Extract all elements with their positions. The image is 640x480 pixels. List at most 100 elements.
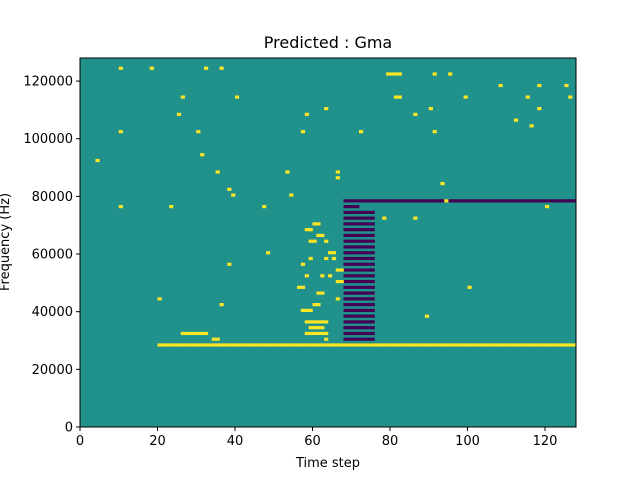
heatmap-cell-high xyxy=(188,331,193,336)
heatmap-cell-low xyxy=(421,199,426,203)
heatmap-cell-high xyxy=(545,205,550,209)
heatmap-cell-low xyxy=(343,331,348,336)
heatmap-cell-high xyxy=(219,303,224,307)
heatmap-cell-low xyxy=(343,222,348,226)
heatmap-cell-low xyxy=(382,199,387,203)
heatmap-cell-high xyxy=(176,112,182,116)
heatmap-cell-high xyxy=(568,343,573,347)
heatmap-cell-low xyxy=(362,245,368,249)
heatmap-cell-low xyxy=(568,199,573,203)
heatmap-cell-low xyxy=(366,256,371,261)
heatmap-cell-high xyxy=(324,331,329,336)
heatmap-cell-low xyxy=(351,239,356,243)
heatmap-cell-low xyxy=(362,216,368,220)
heatmap-cell-low xyxy=(556,199,561,203)
heatmap-cell-high xyxy=(324,337,329,341)
heatmap-cell-high xyxy=(320,233,325,238)
heatmap-cell-high xyxy=(537,107,542,111)
heatmap-cell-low xyxy=(486,199,492,203)
heatmap-cell-low xyxy=(343,233,348,238)
heatmap-cell-low xyxy=(424,199,430,203)
heatmap-cell-low xyxy=(545,199,550,203)
heatmap-cell-high xyxy=(424,343,430,347)
heatmap-cell-high xyxy=(304,274,309,278)
heatmap-cell-high xyxy=(463,343,468,347)
heatmap-cell-low xyxy=(351,320,356,324)
heatmap-cell-high xyxy=(552,343,557,347)
x-tick-label: 100 xyxy=(455,434,480,449)
heatmap-cell-low xyxy=(366,251,371,255)
heatmap-cell-high xyxy=(157,297,162,301)
heatmap-cell-high xyxy=(300,343,306,347)
heatmap-cell-low xyxy=(362,303,368,307)
heatmap-cell-low xyxy=(343,205,348,209)
heatmap-cell-high xyxy=(335,343,340,347)
heatmap-cell-high xyxy=(300,262,306,266)
heatmap-cell-high xyxy=(525,95,530,99)
heatmap-cell-low xyxy=(370,256,375,261)
heatmap-cell-low xyxy=(370,251,375,255)
heatmap-cell-low xyxy=(359,297,364,301)
heatmap-cell-high xyxy=(304,331,309,336)
heatmap-cell-high xyxy=(405,343,410,347)
heatmap-cell-low xyxy=(343,251,348,255)
heatmap-cell-high xyxy=(219,343,224,347)
heatmap-cell-low xyxy=(370,331,375,336)
heatmap-cell-high xyxy=(169,343,174,347)
heatmap-cell-low xyxy=(355,210,360,214)
heatmap-cell-high xyxy=(118,130,123,134)
heatmap-cell-low xyxy=(347,308,352,312)
heatmap-cell-low xyxy=(347,320,352,324)
heatmap-cell-low xyxy=(359,233,364,238)
heatmap-cell-high xyxy=(339,268,344,272)
heatmap-cell-low xyxy=(343,297,348,301)
heatmap-cell-low xyxy=(355,228,360,232)
heatmap-cell-high xyxy=(331,251,337,255)
heatmap-cell-low xyxy=(378,199,383,203)
heatmap-cell-high xyxy=(204,343,209,347)
heatmap-cell-low xyxy=(343,210,348,214)
heatmap-cell-high xyxy=(444,199,449,203)
heatmap-cell-high xyxy=(304,308,309,312)
heatmap-cell-high xyxy=(545,343,550,347)
heatmap-cell-low xyxy=(359,314,364,318)
heatmap-cell-high xyxy=(397,95,402,99)
heatmap-cell-high xyxy=(320,274,325,278)
heatmap-cell-low xyxy=(366,268,371,272)
heatmap-cell-high xyxy=(386,72,391,76)
heatmap-cell-high xyxy=(428,107,433,111)
heatmap-cell-high xyxy=(300,285,306,289)
heatmap-cell-low xyxy=(359,222,364,226)
heatmap-cell-low xyxy=(521,199,526,203)
heatmap-cell-low xyxy=(525,199,530,203)
heatmap-cell-low xyxy=(475,199,480,203)
heatmap-cell-high xyxy=(409,343,414,347)
heatmap-cell-low xyxy=(359,251,364,255)
heatmap-cell-high xyxy=(444,343,449,347)
heatmap-cell-high xyxy=(335,170,340,174)
heatmap-cell-low xyxy=(343,308,348,312)
heatmap-cell-low xyxy=(366,199,371,203)
heatmap-cell-high xyxy=(285,343,290,347)
heatmap-cell-high xyxy=(386,343,391,347)
heatmap-cell-low xyxy=(370,314,375,318)
heatmap-cell-low xyxy=(343,320,348,324)
heatmap-cell-low xyxy=(359,303,364,307)
heatmap-cell-low xyxy=(401,199,406,203)
heatmap-cell-high xyxy=(432,343,437,347)
heatmap-cell-low xyxy=(370,268,375,272)
heatmap-cell-low xyxy=(537,199,542,203)
heatmap-cell-low xyxy=(359,337,364,341)
heatmap-cell-low xyxy=(347,251,352,255)
heatmap-cell-high xyxy=(304,343,309,347)
heatmap-cell-high xyxy=(196,343,201,347)
heatmap-cell-high xyxy=(428,343,433,347)
heatmap-cell-high xyxy=(320,331,325,336)
heatmap-cell-high xyxy=(227,187,232,191)
heatmap-cell-low xyxy=(366,303,371,307)
heatmap-cell-low xyxy=(355,268,360,272)
heatmap-cell-low xyxy=(370,326,375,330)
x-tick-label: 20 xyxy=(149,434,166,449)
heatmap-cell-low xyxy=(347,245,352,249)
heatmap-cell-high xyxy=(316,320,321,324)
